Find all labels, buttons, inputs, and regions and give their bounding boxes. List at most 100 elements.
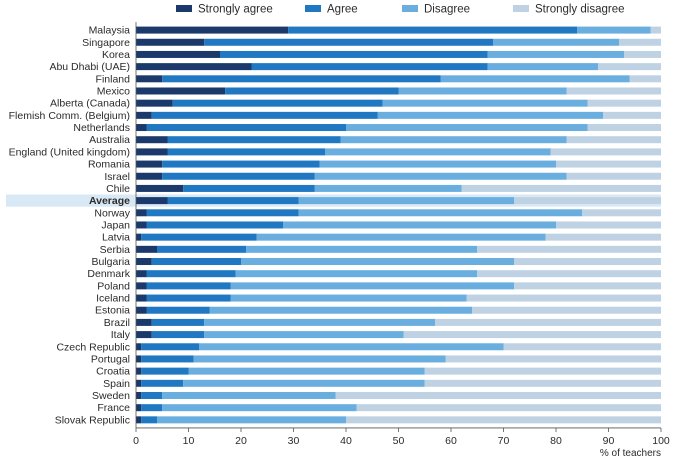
bar-strongly-disagree-spain [424,379,661,387]
bar-agree-sweden [141,391,163,399]
legend-label-disagree: Disagree [424,4,470,16]
bar-agree-spain [141,379,184,387]
bar-strongly-agree-japan [136,221,147,229]
category-label-flemish-comm-belgium: Flemish Comm. (Belgium) [9,110,130,122]
category-label-denmark: Denmark [87,268,130,280]
category-label-sweden: Sweden [92,390,130,402]
category-label-spain: Spain [103,378,130,390]
bar-agree-iceland [146,294,231,302]
bar-agree-latvia [141,233,257,241]
x-tick-label-40: 40 [340,435,352,447]
bar-disagree-korea [487,50,625,58]
bar-agree-england-united-kingdom [167,148,325,156]
bar-agree-poland [146,282,231,290]
bar-disagree-bulgaria [241,258,514,266]
bar-strongly-disagree-bulgaria [514,258,661,266]
bar-disagree-mexico [398,87,567,95]
bar-strongly-disagree-denmark [477,270,661,278]
bar-disagree-serbia [246,245,478,253]
bar-strongly-agree-average [136,197,168,205]
category-label-france: France [97,402,130,414]
bar-disagree-italy [204,331,404,339]
bar-disagree-chile [314,184,462,192]
bar-strongly-disagree-france [356,404,661,412]
bar-disagree-iceland [230,294,467,302]
bar-agree-abu-dhabi-uae [251,63,488,71]
bar-strongly-agree-finland [136,75,163,83]
bar-strongly-disagree-malaysia [650,26,661,34]
bar-strongly-agree-flemish-comm-belgium [136,111,152,119]
bar-strongly-agree-czech-republic [136,343,142,351]
bar-disagree-australia [340,136,567,144]
legend-swatch-agree [305,5,321,12]
bar-disagree-romania [319,160,556,168]
bar-strongly-agree-poland [136,282,147,290]
bar-agree-alberta-canada [172,99,383,107]
bar-strongly-disagree-brazil [435,318,661,326]
category-label-netherlands: Netherlands [73,122,130,134]
bar-strongly-disagree-portugal [445,355,661,363]
category-label-abu-dhabi-uae: Abu Dhabi (UAE) [49,61,130,73]
bar-agree-romania [162,160,320,168]
bar-disagree-sweden [162,391,336,399]
bar-strongly-agree-australia [136,136,168,144]
bar-strongly-agree-croatia [136,367,142,375]
bar-strongly-agree-italy [136,331,152,339]
bar-disagree-spain [183,379,425,387]
bar-strongly-disagree-slovak-republic [346,416,661,424]
bar-agree-bulgaria [151,258,241,266]
bar-strongly-agree-latvia [136,233,142,241]
x-tick-label-100: 100 [652,435,670,447]
bar-agree-malaysia [288,26,577,34]
bar-disagree-portugal [193,355,446,363]
bar-strongly-disagree-average [514,197,661,205]
bar-agree-average [167,197,299,205]
x-tick-label-0: 0 [133,435,139,447]
x-tick-label-20: 20 [235,435,247,447]
bar-strongly-disagree-chile [461,184,661,192]
bar-strongly-disagree-japan [556,221,661,229]
bar-strongly-agree-norway [136,209,147,217]
x-tick-label-70: 70 [498,435,510,447]
category-label-portugal: Portugal [91,353,130,365]
bar-strongly-disagree-mexico [566,87,661,95]
bar-agree-norway [146,209,299,217]
bar-disagree-alberta-canada [382,99,588,107]
bar-strongly-agree-england-united-kingdom [136,148,168,156]
legend-swatch-strongly-agree [176,5,192,12]
bar-agree-korea [220,50,488,58]
bar-disagree-israel [314,172,567,180]
bar-strongly-agree-portugal [136,355,142,363]
bar-disagree-england-united-kingdom [325,148,551,156]
bar-strongly-agree-israel [136,172,163,180]
category-label-brazil: Brazil [104,317,130,329]
bar-agree-portugal [141,355,194,363]
bar-strongly-disagree-israel [566,172,661,180]
bar-disagree-flemish-comm-belgium [377,111,604,119]
x-tick-label-60: 60 [445,435,457,447]
bar-agree-slovak-republic [141,416,157,424]
category-label-alberta-canada: Alberta (Canada) [50,98,130,110]
bar-strongly-agree-mexico [136,87,226,95]
category-label-serbia: Serbia [100,244,131,256]
bar-agree-flemish-comm-belgium [151,111,378,119]
bar-strongly-agree-spain [136,379,142,387]
bar-agree-estonia [146,306,210,314]
bar-disagree-denmark [235,270,478,278]
bar-strongly-disagree-czech-republic [503,343,661,351]
bar-agree-serbia [157,245,247,253]
bar-disagree-singapore [493,38,619,46]
bar-strongly-disagree-serbia [477,245,661,253]
bar-strongly-disagree-england-united-kingdom [550,148,661,156]
bar-strongly-agree-bulgaria [136,258,152,266]
legend-swatch-strongly-disagree [513,5,529,12]
bar-disagree-netherlands [346,124,588,132]
bar-agree-finland [162,75,441,83]
bar-strongly-disagree-singapore [619,38,661,46]
bar-disagree-croatia [188,367,425,375]
bar-agree-singapore [204,38,493,46]
bar-strongly-agree-sweden [136,391,142,399]
bar-strongly-disagree-italy [403,331,661,339]
bar-disagree-finland [440,75,630,83]
x-axis-label: % of teachers [600,448,661,458]
